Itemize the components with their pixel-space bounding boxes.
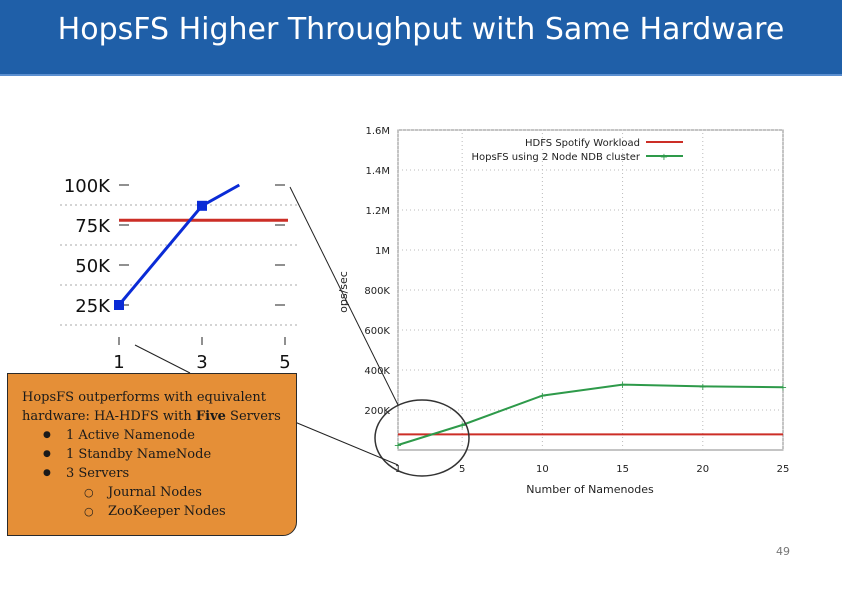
hopsfs-data-point: +	[779, 383, 787, 394]
inset-y-tick-label: 25K	[75, 296, 111, 317]
hopsfs-data-point: +	[699, 382, 707, 393]
inset-y-tick-label: 75K	[75, 216, 111, 237]
inset-x-tick-label: 5	[279, 352, 290, 373]
main-y-tick-label: 600K	[364, 326, 390, 337]
callout-box: HopsFS outperforms with equivalent hardw…	[7, 373, 297, 536]
main-x-axis: 1 5 10 15 20 25	[395, 464, 790, 475]
main-x-tick-label: 5	[459, 464, 465, 475]
zoom-connector-left	[134, 344, 191, 374]
main-y-axis: 200K 400K 600K 800K 1M 1.2M 1.4M 1.6M	[364, 126, 390, 417]
main-y-tick-label: 1.4M	[365, 166, 390, 177]
inset-x-axis: 1 3 5	[113, 352, 290, 373]
main-x-tick-label: 25	[777, 464, 790, 475]
title-bar: HopsFS Higher Throughput with Same Hardw…	[0, 0, 842, 76]
main-y-tick-label: 1M	[375, 246, 390, 257]
callout-lead-prefix: HopsFS outperforms with equivalent hardw…	[22, 390, 266, 424]
zoom-connector-bottom	[289, 419, 399, 466]
callout-subitem-zookeeper-nodes: ZooKeeper Nodes	[22, 502, 288, 521]
hopsfs-data-point: +	[618, 380, 626, 391]
main-y-tick-label: 1.2M	[365, 206, 390, 217]
main-x-tick-label: 1	[395, 464, 401, 475]
inset-x-tick-label: 3	[196, 352, 207, 373]
main-series: + + + + + +	[394, 380, 787, 451]
inset-data-point	[197, 200, 207, 211]
legend-label-hopsfs: HopsFS using 2 Node NDB cluster	[471, 152, 640, 163]
zoom-connector-top	[289, 186, 399, 406]
legend-label-hdfs: HDFS Spotify Workload	[525, 138, 640, 149]
inset-series	[114, 183, 288, 310]
inset-y-tick-label: 50K	[75, 256, 111, 277]
inset-data-point	[114, 300, 124, 310]
callout-item-standby-namenode: 1 Standby NameNode	[22, 445, 288, 464]
main-x-axis-label: Number of Namenodes	[526, 483, 654, 496]
main-x-tick-label: 15	[616, 464, 629, 475]
callout-item-servers: 3 Servers	[22, 464, 288, 483]
legend-marker-hopsfs: +	[660, 152, 668, 163]
hopsfs-series-line	[397, 383, 784, 446]
main-y-tick-label: 1.6M	[365, 126, 390, 137]
callout-list: 1 Active Namenode 1 Standby NameNode 3 S…	[22, 426, 288, 521]
inset-grid	[60, 184, 300, 345]
hopsfs-data-point: +	[394, 441, 402, 452]
inset-x-tick-label: 1	[113, 352, 124, 373]
inset-y-axis: 25K 50K 75K 100K	[64, 176, 111, 317]
main-grid	[397, 129, 784, 450]
callout-lead: HopsFS outperforms with equivalent hardw…	[22, 388, 288, 426]
page-number: 49	[776, 545, 790, 558]
main-y-tick-label: 200K	[364, 406, 390, 417]
hopsfs-data-point: +	[458, 421, 466, 432]
main-y-axis-label: ops/sec	[337, 271, 350, 313]
main-legend: HDFS Spotify Workload HopsFS using 2 Nod…	[471, 138, 683, 163]
callout-item-active-namenode: 1 Active Namenode	[22, 426, 288, 445]
main-x-tick-label: 20	[696, 464, 709, 475]
callout-subitem-journal-nodes: Journal Nodes	[22, 483, 288, 502]
main-x-tick-label: 10	[536, 464, 549, 475]
inset-y-tick-label: 100K	[64, 176, 111, 197]
hopsfs-data-point: +	[538, 391, 546, 402]
main-y-tick-label: 400K	[364, 366, 390, 377]
slide-title: HopsFS Higher Throughput with Same Hardw…	[57, 12, 785, 47]
callout-lead-suffix: Servers	[225, 409, 281, 424]
callout-lead-bold: Five	[195, 409, 226, 424]
zoom-highlight-ellipse	[374, 399, 470, 477]
main-y-tick-label: 800K	[364, 286, 390, 297]
